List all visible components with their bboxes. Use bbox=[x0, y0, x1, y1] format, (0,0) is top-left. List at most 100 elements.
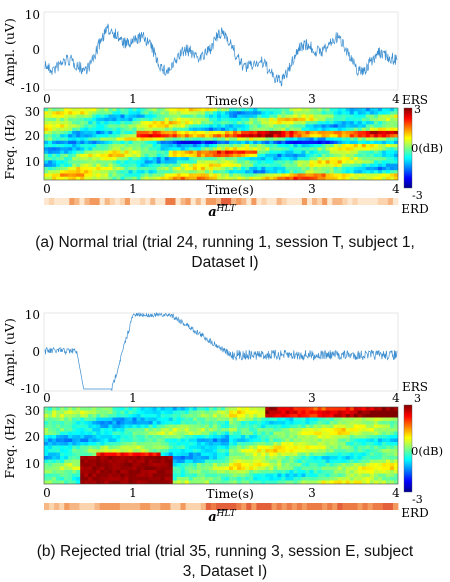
spectrogram-cell bbox=[172, 428, 178, 433]
spectrogram-cell bbox=[188, 449, 194, 454]
spectrogram-cell bbox=[96, 452, 101, 457]
hlt-cell bbox=[160, 198, 166, 205]
spectrogram-cell bbox=[373, 147, 379, 152]
spectrogram-cell bbox=[164, 134, 170, 139]
spectrogram-cell bbox=[349, 176, 355, 180]
spectrogram-cell bbox=[333, 153, 339, 158]
spectrogram-cell bbox=[377, 124, 383, 129]
spectrogram-cell bbox=[317, 480, 323, 484]
spectrogram-cell bbox=[128, 421, 134, 426]
spectrogram-cell bbox=[80, 410, 85, 415]
spectrogram-cell bbox=[44, 435, 49, 440]
spectrogram-cell bbox=[265, 414, 270, 419]
spectrogram-cell bbox=[305, 134, 311, 139]
spectrogram-cell bbox=[245, 111, 250, 116]
spectrogram-cell bbox=[329, 176, 335, 180]
spectrogram-cell bbox=[188, 157, 194, 161]
spectrogram-cell bbox=[321, 470, 327, 475]
spectrogram-cell bbox=[389, 130, 395, 135]
spectrogram-cell bbox=[269, 127, 274, 132]
spectrogram-cell bbox=[152, 424, 158, 429]
spectrogram-ylabel: Freq. (Hz) bbox=[2, 413, 17, 478]
spectrogram-cell bbox=[333, 470, 339, 475]
spectrogram-cell bbox=[361, 470, 367, 475]
spectrogram-cell bbox=[96, 173, 101, 178]
spectrogram-cell bbox=[393, 449, 398, 454]
spectrogram-cell bbox=[52, 160, 57, 165]
spectrogram-cell bbox=[144, 452, 150, 457]
spectrogram-cell bbox=[188, 153, 194, 158]
spectrogram-cell bbox=[385, 157, 391, 161]
spectrogram-cell bbox=[313, 435, 319, 440]
spectrogram-b: 30 20 10 Freq. (Hz) 0 1 3 4 Time(s) bbox=[2, 404, 400, 501]
spectrogram-cell bbox=[345, 173, 351, 178]
spectrogram-cell bbox=[281, 121, 286, 125]
spectrogram-cell bbox=[341, 445, 347, 450]
spectrogram-cell bbox=[237, 163, 242, 168]
spectrogram-cell bbox=[52, 111, 57, 116]
spectrogram-cell bbox=[365, 410, 371, 415]
spectrogram-cell bbox=[233, 456, 238, 461]
spectrogram-cell bbox=[144, 108, 150, 112]
spectrogram-cell bbox=[208, 108, 214, 112]
spectrogram-cell bbox=[317, 153, 323, 158]
spectrogram-cell bbox=[80, 147, 85, 152]
spectrogram-cell bbox=[225, 137, 230, 142]
spectrogram-cell bbox=[192, 428, 198, 433]
spectrogram-cell bbox=[120, 121, 126, 125]
spectrogram-cell bbox=[393, 166, 398, 171]
hlt-cell bbox=[312, 503, 318, 510]
spectrogram-cell bbox=[64, 417, 69, 422]
spectrogram-cell bbox=[269, 410, 274, 415]
spectrogram-cell bbox=[345, 407, 351, 412]
spectrogram-cell bbox=[96, 150, 101, 155]
spectrogram-cell bbox=[349, 160, 355, 165]
freq-tick-20: 20 bbox=[25, 129, 40, 143]
hlt-cell bbox=[54, 503, 60, 510]
spectrogram-cell bbox=[148, 421, 154, 426]
spectrogram-cell bbox=[156, 463, 162, 468]
spectrogram-cell bbox=[365, 170, 371, 175]
spectrogram-cell bbox=[216, 153, 222, 158]
spectrogram-cell bbox=[108, 477, 113, 482]
spectrogram-cell bbox=[349, 435, 355, 440]
spectrogram-cell bbox=[156, 163, 162, 168]
spectrogram-cell bbox=[108, 463, 113, 468]
spectrogram-cell bbox=[52, 163, 57, 168]
spectrogram-cell bbox=[229, 414, 234, 419]
spectrogram-cell bbox=[245, 449, 250, 454]
spectrogram-cell bbox=[301, 424, 307, 429]
spec-xtick-3: 3 bbox=[308, 486, 316, 500]
spectrogram-cell bbox=[200, 108, 206, 112]
spectrogram-cell bbox=[156, 438, 162, 443]
spectrogram-cell bbox=[305, 414, 311, 419]
spectrogram-cell bbox=[385, 477, 391, 482]
spectrogram-cell bbox=[269, 157, 274, 161]
spectrogram-cell bbox=[345, 435, 351, 440]
spectrogram-cell bbox=[148, 435, 154, 440]
spectrogram-cell bbox=[221, 421, 226, 426]
spectrogram-cell bbox=[325, 417, 331, 422]
spectrogram-cell bbox=[124, 176, 130, 180]
panel-a: 10 0 -10 Ampl. (uV) 0 1 3 4 Time(s) 30 2… bbox=[2, 8, 443, 220]
spectrogram-cell bbox=[269, 160, 274, 165]
spectrogram-cell bbox=[273, 130, 278, 135]
spectrogram-cell bbox=[124, 173, 130, 178]
spectrogram-cell bbox=[204, 431, 210, 436]
spectrogram-cell bbox=[257, 431, 262, 436]
hlt-cell bbox=[99, 503, 106, 510]
spectrogram-cell bbox=[321, 407, 327, 412]
spectrogram-cell bbox=[377, 452, 383, 457]
spectrogram-cell bbox=[136, 456, 142, 461]
hlt-cell bbox=[84, 503, 90, 510]
spectrogram-cell bbox=[393, 121, 398, 125]
spectrogram-cell bbox=[88, 147, 93, 152]
spectrogram-cell bbox=[277, 173, 282, 178]
spectrogram-cell bbox=[289, 160, 295, 165]
spectrogram-cell bbox=[325, 134, 331, 139]
spectrogram-cell bbox=[313, 160, 319, 165]
spectrogram-cell bbox=[116, 480, 122, 484]
spectrogram-cell bbox=[124, 442, 130, 447]
spectrogram-cell bbox=[301, 170, 307, 175]
spectrogram-cell bbox=[136, 470, 142, 475]
